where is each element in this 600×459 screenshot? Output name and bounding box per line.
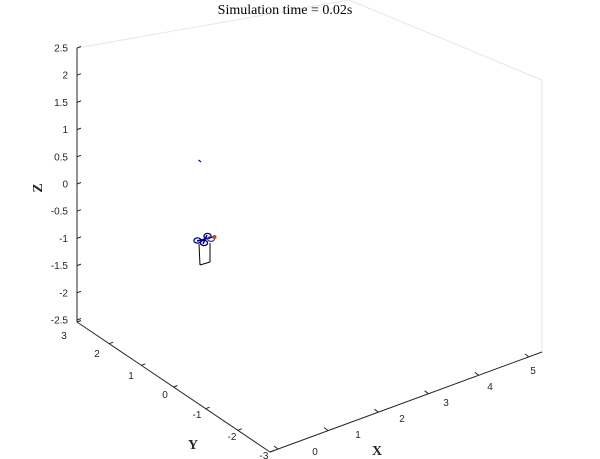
x-tick-label: 0 bbox=[312, 447, 318, 458]
z-tick-mark bbox=[76, 154, 82, 158]
z-axis-label: Z bbox=[31, 183, 46, 192]
axis-lines bbox=[76, 48, 543, 453]
plot-title: Simulation time = 0.02s bbox=[218, 3, 353, 18]
z-tick-label: 0.5 bbox=[54, 152, 68, 163]
y-tick-mark bbox=[269, 450, 275, 453]
y-tick-label: 3 bbox=[61, 331, 67, 342]
x-tick-mark bbox=[323, 427, 329, 432]
y-axis-label: Y bbox=[188, 438, 198, 453]
y-tick-label: -1 bbox=[193, 410, 202, 421]
z-tick-mark bbox=[76, 100, 82, 103]
box-edge-top-left bbox=[76, 0, 350, 49]
y-tick-mark bbox=[108, 341, 114, 345]
z-tick-label: 0 bbox=[62, 180, 68, 191]
x-tick-mark bbox=[424, 390, 429, 395]
x-tick-mark bbox=[273, 445, 279, 450]
z-tick-mark bbox=[76, 290, 82, 294]
x-axis-ticks: 0 1 2 3 4 5 bbox=[273, 353, 536, 458]
z-tick-mark bbox=[76, 236, 82, 239]
x-tick-label: 2 bbox=[399, 414, 405, 425]
x-axis-line bbox=[269, 351, 543, 453]
z-tick-label: -0.5 bbox=[51, 207, 69, 218]
y-tick-mark bbox=[173, 385, 178, 388]
z-tick-mark bbox=[76, 46, 82, 49]
y-tick-mark bbox=[205, 406, 210, 410]
y-tick-mark bbox=[237, 428, 243, 431]
z-tick-mark bbox=[76, 318, 82, 321]
x-tick-label: 5 bbox=[530, 366, 536, 377]
x-tick-mark bbox=[474, 371, 480, 376]
x-tick-label: 3 bbox=[443, 398, 449, 409]
y-tick-mark bbox=[141, 363, 146, 366]
quadrotor-icon bbox=[193, 232, 217, 266]
x-tick-mark bbox=[524, 353, 530, 358]
z-tick-label: 1.5 bbox=[54, 98, 68, 109]
z-tick-label: 2.5 bbox=[54, 44, 68, 55]
z-tick-mark bbox=[76, 127, 82, 131]
x-tick-mark bbox=[374, 408, 379, 413]
x-axis-label: X bbox=[372, 444, 382, 459]
x-tick-label: 1 bbox=[355, 430, 361, 441]
drone-trail-left bbox=[198, 243, 201, 266]
x-tick-label: 4 bbox=[487, 382, 493, 393]
drone-rotor-4 bbox=[206, 235, 216, 243]
box-edge-top-right bbox=[348, 0, 543, 81]
target-dot-icon bbox=[198, 159, 202, 163]
y-tick-mark bbox=[76, 320, 82, 323]
y-axis-ticks: 3 2 1 0 -1 -2 -3 bbox=[61, 320, 275, 459]
y-tick-label: 2 bbox=[94, 349, 100, 360]
drone-trail-bottom bbox=[199, 261, 211, 266]
z-tick-label: -1 bbox=[59, 234, 68, 245]
z-tick-label: -2.5 bbox=[51, 316, 69, 327]
z-tick-mark bbox=[76, 182, 82, 185]
z-axis-ticks: 2.5 2 1.5 1 0.5 0 -0.5 -1 -1.5 -2 -2.5 bbox=[51, 44, 82, 327]
z-tick-label: -1.5 bbox=[51, 261, 69, 272]
drone-rotor-2 bbox=[199, 239, 209, 247]
z-tick-mark bbox=[76, 73, 82, 76]
drone-heading-marker bbox=[212, 235, 217, 239]
y-tick-label: -2 bbox=[228, 432, 237, 443]
z-tick-label: 1 bbox=[62, 125, 68, 136]
y-tick-label: -3 bbox=[260, 451, 269, 459]
axes-box bbox=[76, 0, 543, 352]
y-tick-label: 1 bbox=[128, 371, 134, 382]
z-tick-label: -2 bbox=[59, 288, 68, 299]
z-tick-mark bbox=[76, 209, 82, 212]
y-tick-label: 0 bbox=[162, 390, 168, 401]
z-tick-mark bbox=[76, 263, 82, 267]
z-tick-label: 2 bbox=[62, 71, 68, 82]
drone-arm-b bbox=[202, 234, 208, 245]
